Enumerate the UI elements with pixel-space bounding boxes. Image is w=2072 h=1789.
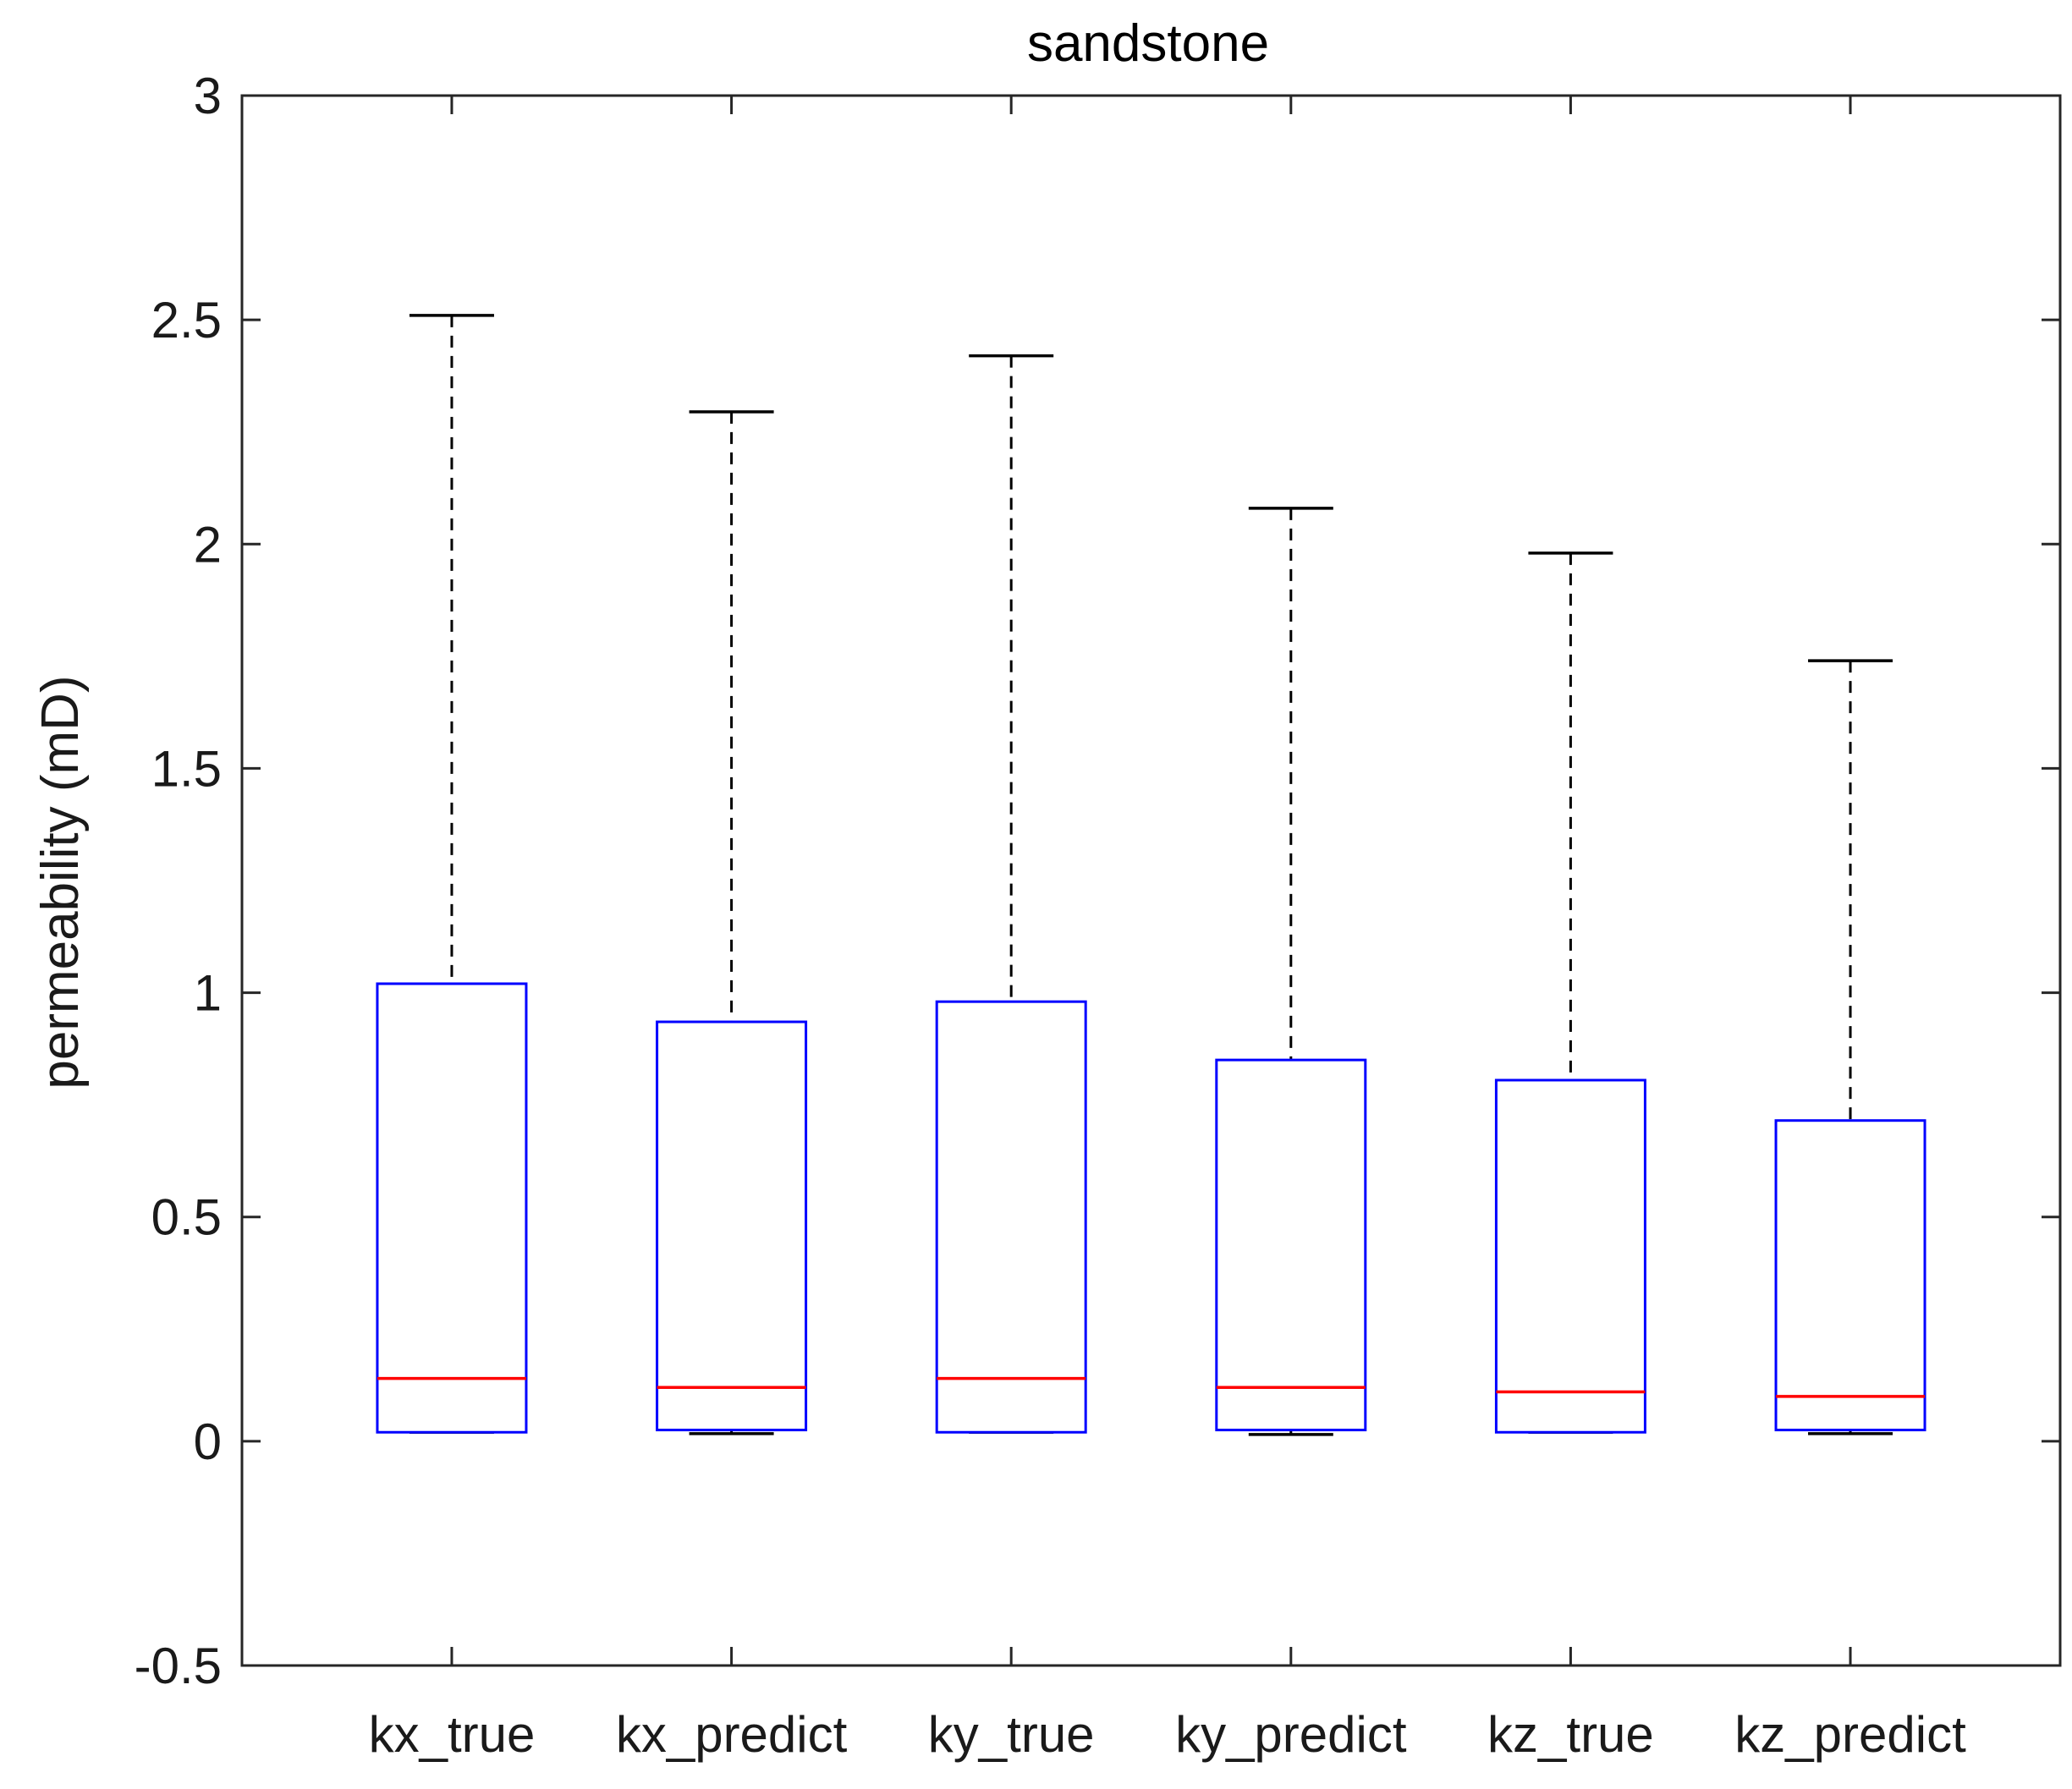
y-tick-label: 2.5 xyxy=(151,292,222,348)
x-tick-label: ky_true xyxy=(928,1706,1095,1763)
y-tick-label: 0 xyxy=(194,1413,222,1470)
box-iqr xyxy=(935,1000,1087,1434)
x-tick-label: kz_predict xyxy=(1734,1706,1966,1763)
x-tick-label: kx_true xyxy=(369,1706,536,1763)
y-tick-label: 3 xyxy=(194,68,222,124)
y-tick-label: 1 xyxy=(194,965,222,1022)
y-tick-label: 2 xyxy=(194,516,222,573)
box-iqr xyxy=(1774,1119,1926,1432)
y-tick-label: 0.5 xyxy=(151,1189,222,1246)
box-iqr xyxy=(656,1020,808,1432)
plot-area: -0.5 0 0.5 1 1.5 2 2.5 3 kx_true kx_predict ky_tru… xyxy=(135,68,2062,1763)
y-tick-label: -0.5 xyxy=(135,1638,222,1694)
x-tick-label: kz_true xyxy=(1487,1706,1654,1763)
y-tick-label: 1.5 xyxy=(151,740,222,797)
axes-frame xyxy=(240,94,2062,1667)
x-tick-label: kx_predict xyxy=(616,1706,848,1763)
box-iqr xyxy=(376,982,528,1434)
x-tick-label: ky_predict xyxy=(1175,1706,1407,1763)
y-axis-label: permeability (mD) xyxy=(31,675,90,1089)
box-iqr xyxy=(1215,1058,1367,1432)
box-iqr xyxy=(1494,1078,1646,1434)
chart-title: sandstone xyxy=(1027,14,1269,73)
